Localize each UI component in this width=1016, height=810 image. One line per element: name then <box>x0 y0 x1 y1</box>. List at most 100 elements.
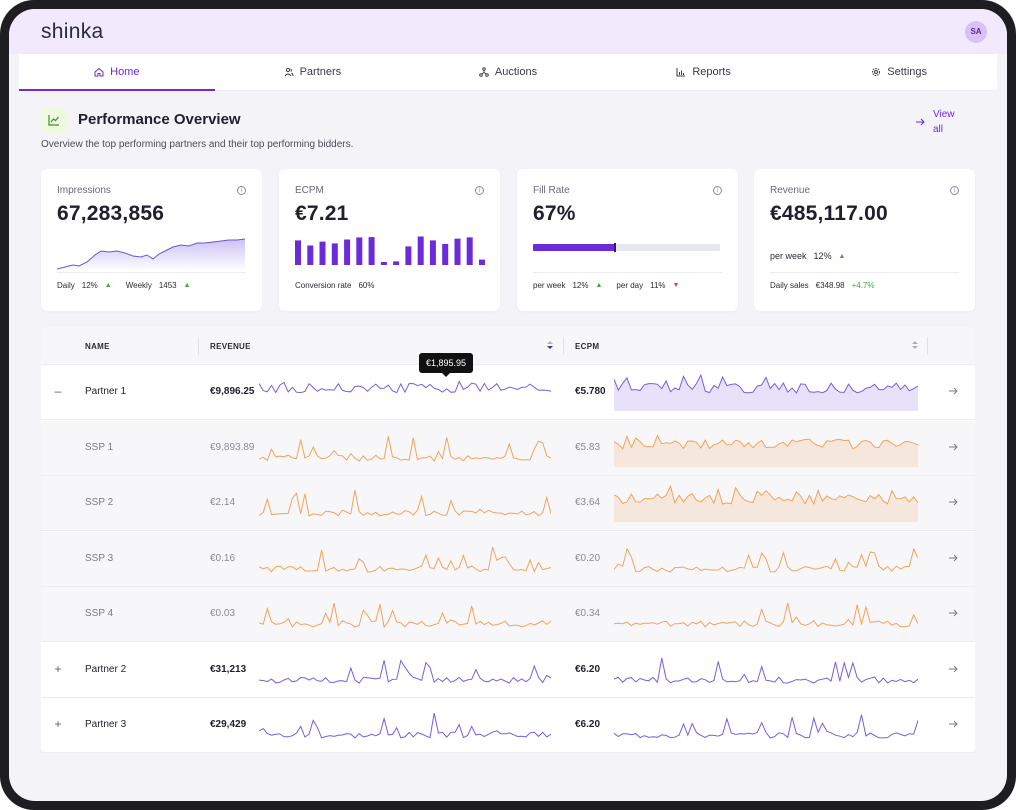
view-all-link[interactable]: View all <box>915 107 975 137</box>
conversion-rate-label: Conversion rate <box>295 281 352 290</box>
sort-icon[interactable] <box>547 340 553 350</box>
row-name: Partner 3 <box>85 719 127 730</box>
tab-settings-label: Settings <box>887 66 928 78</box>
row-revenue: €29,429 <box>210 719 247 730</box>
impressions-sparkline <box>57 238 245 271</box>
table-row[interactable]: + Partner 3 €29,429 €6.20 <box>41 698 975 753</box>
page-subtitle: Overview the top performing partners and… <box>41 139 354 150</box>
page-title: Performance Overview <box>78 111 241 128</box>
daily-sales-label: Daily sales <box>770 281 809 290</box>
chart-line-icon <box>41 107 67 133</box>
arrow-right-icon[interactable] <box>947 496 959 508</box>
view-all-label: View all <box>933 109 955 135</box>
arrow-right-icon[interactable] <box>947 718 959 730</box>
ecpm-footer: Conversion rate 60% <box>295 281 375 290</box>
column-separator <box>563 337 564 355</box>
row-revenue: €2.14 <box>210 497 236 508</box>
per-week-value: 12% <box>572 281 589 290</box>
partners-table: NAME REVENUE ECPM €1,895.95 – Partner 1 €9… <box>41 327 975 753</box>
expand-toggle[interactable]: + <box>54 717 62 731</box>
impressions-label: Impressions <box>57 185 111 196</box>
row-ecpm: €5.83 <box>575 441 601 453</box>
tab-partners[interactable]: Partners <box>215 54 411 90</box>
ecpm-bar <box>356 237 363 265</box>
info-icon[interactable]: i <box>237 186 246 195</box>
ecpm-bar <box>319 241 326 265</box>
revenue-label: Revenue <box>770 185 811 196</box>
info-icon[interactable]: i <box>475 186 484 195</box>
partners-icon <box>284 67 294 77</box>
ecpm-bar <box>405 246 412 265</box>
row-ecpm: €0.20 <box>575 552 601 564</box>
expand-toggle[interactable]: + <box>54 661 62 676</box>
per-week-value: 12% <box>813 251 832 261</box>
table-row[interactable]: + Partner 2 €31,213 €6.20 <box>41 643 975 698</box>
table-row[interactable]: SSP 3 €0.16 €0.20 <box>41 531 975 587</box>
revenue-sparkline <box>259 380 551 394</box>
row-name: Partner 2 <box>85 663 127 675</box>
column-separator <box>198 337 199 355</box>
revenue-tooltip: €1,895.95 <box>419 353 474 377</box>
arrow-right-icon[interactable] <box>947 385 959 397</box>
table-header: NAME REVENUE ECPM <box>41 327 975 365</box>
ecpm-sparkline <box>614 547 918 572</box>
daily-value: 12% <box>81 281 98 290</box>
column-separator <box>927 337 928 355</box>
ecpm-bar <box>368 237 375 265</box>
expand-toggle[interactable]: – <box>54 384 62 398</box>
arrow-right-icon[interactable] <box>947 441 959 453</box>
info-icon[interactable]: i <box>713 186 722 195</box>
revenue-footer: Daily sales €348.98 +4.7% <box>770 281 875 290</box>
ecpm-bar <box>442 244 449 265</box>
row-name: SSP 1 <box>85 441 114 453</box>
ecpm-sparkline <box>614 657 918 684</box>
ecpm-bar <box>466 237 473 265</box>
ecpm-bar-chart <box>295 236 485 265</box>
user-avatar[interactable]: SA <box>965 20 987 43</box>
arrow-right-icon[interactable] <box>947 552 959 564</box>
weekly-label: Weekly <box>125 281 152 290</box>
fill-rate-progress-bar <box>533 244 616 251</box>
fill-rate-progress-marker <box>614 243 617 252</box>
revenue-value: €485,117.00 <box>770 202 888 225</box>
info-icon[interactable]: i <box>950 186 959 195</box>
column-header-ecpm[interactable]: ECPM <box>575 342 600 351</box>
ecpm-sparkline <box>614 714 918 739</box>
revenue-card: Revenue i €485,117.00 per week 12% ▲ Dai… <box>754 169 975 311</box>
tab-settings[interactable]: Settings <box>801 54 997 90</box>
arrow-right-icon[interactable] <box>947 607 959 619</box>
tab-home[interactable]: Home <box>19 54 215 91</box>
per-day-label: per day <box>616 281 644 290</box>
impressions-footer: Daily 12% ▲ Weekly 1453 ▲ <box>57 281 191 290</box>
tab-reports[interactable]: Reports <box>606 54 802 90</box>
row-ecpm: €6.20 <box>575 663 601 675</box>
row-revenue: €0.16 <box>210 552 236 564</box>
ecpm-value: €7.21 <box>295 202 349 225</box>
revenue-sparkline <box>259 712 551 739</box>
tab-auctions[interactable]: Auctions <box>410 54 606 90</box>
row-ecpm: €5.780 <box>575 386 606 397</box>
column-header-revenue[interactable]: REVENUE <box>210 342 251 351</box>
tab-reports-label: Reports <box>692 66 731 78</box>
arrow-right-icon[interactable] <box>947 663 959 675</box>
fill-rate-card: Fill Rate i 67% per week 12% ▲ per day 11% ▼ <box>517 169 738 311</box>
home-icon <box>94 67 104 77</box>
ecpm-bar <box>331 243 338 265</box>
conversion-rate-value: 60% <box>358 281 375 290</box>
table-row[interactable]: SSP 4 €0.03 €0.34 <box>41 587 975 642</box>
weekly-value: 1453 <box>158 281 177 290</box>
column-header-name[interactable]: NAME <box>85 342 110 351</box>
daily-label: Daily <box>57 281 75 290</box>
auctions-icon <box>479 67 489 77</box>
table-row[interactable]: – Partner 1 €9,896.25 €5.780 <box>41 365 975 420</box>
gear-icon <box>872 68 881 76</box>
table-row[interactable]: SSP 2 €2.14 €3.64 <box>41 476 975 531</box>
ecpm-label: ECPM <box>295 185 324 196</box>
impressions-value: 67,283,856 <box>57 202 165 225</box>
revenue-sparkline <box>259 658 551 684</box>
table-row[interactable]: SSP 1 €9,893.89 €5.83 <box>41 420 975 476</box>
sort-icon[interactable] <box>912 340 918 350</box>
fill-rate-label: Fill Rate <box>533 185 570 196</box>
app-logo[interactable]: shinka <box>41 19 104 43</box>
tab-home-label: Home <box>110 66 140 78</box>
